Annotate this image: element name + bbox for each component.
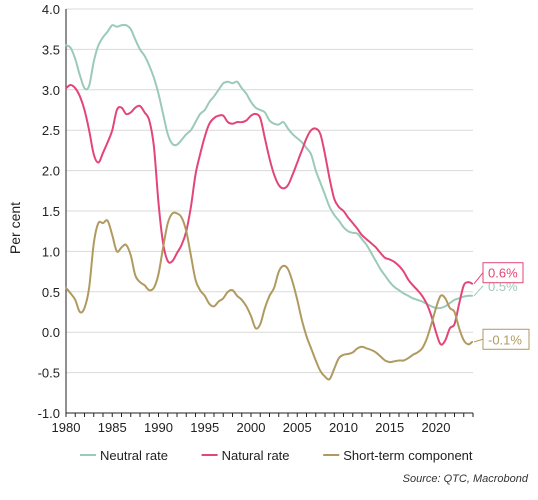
y-axis-label: Per cent bbox=[7, 202, 23, 254]
x-tick-label: 1995 bbox=[190, 420, 219, 435]
end-label-connector bbox=[473, 338, 484, 343]
x-tick-label: 1980 bbox=[52, 420, 81, 435]
end-value-label: 0.6% bbox=[488, 266, 518, 281]
y-tick-label: 0.0 bbox=[42, 325, 60, 340]
end-value-labels: 0.5%0.6%-0.1% bbox=[473, 262, 530, 350]
end-label-connector bbox=[473, 285, 484, 297]
x-tick-label: 2020 bbox=[422, 420, 451, 435]
series-line-natural-rate bbox=[65, 84, 474, 346]
end-label-box bbox=[482, 262, 524, 284]
legend-label: Natural rate bbox=[222, 448, 290, 463]
y-tick-label: -0.5 bbox=[38, 366, 60, 381]
end-label-connector bbox=[473, 272, 484, 285]
x-tick-label: 1985 bbox=[98, 420, 127, 435]
y-tick-label: 0.5 bbox=[42, 285, 60, 300]
x-tick-label: 2005 bbox=[283, 420, 312, 435]
legend: Neutral rate Natural rate Short-term compo… bbox=[80, 448, 473, 463]
x-tick-label: 2000 bbox=[237, 420, 266, 435]
legend-label: Short-term component bbox=[343, 448, 473, 463]
x-tick-label: 2010 bbox=[329, 420, 358, 435]
y-tick-label: 1.5 bbox=[42, 204, 60, 219]
y-tick-label: 3.5 bbox=[42, 42, 60, 57]
end-value-label: -0.1% bbox=[488, 332, 522, 347]
y-tick-label: 2.0 bbox=[42, 164, 60, 179]
series-lines bbox=[65, 23, 474, 381]
y-tick-label: 2.5 bbox=[42, 123, 60, 138]
y-tick-label: 4.0 bbox=[42, 2, 60, 17]
source-note: Source: QTC, Macrobond bbox=[403, 473, 529, 485]
series-line-short-term-component bbox=[65, 211, 474, 381]
legend-label: Neutral rate bbox=[100, 448, 168, 463]
x-tick-label: 2015 bbox=[375, 420, 404, 435]
gridlines bbox=[66, 8, 473, 374]
y-tick-label: -1.0 bbox=[38, 406, 60, 421]
y-tick-label: 1.0 bbox=[42, 244, 60, 259]
x-tick-label: 1990 bbox=[144, 420, 173, 435]
series-line-neutral-rate bbox=[65, 23, 474, 310]
end-label-box bbox=[482, 328, 530, 350]
y-tick-label: 3.0 bbox=[42, 83, 60, 98]
